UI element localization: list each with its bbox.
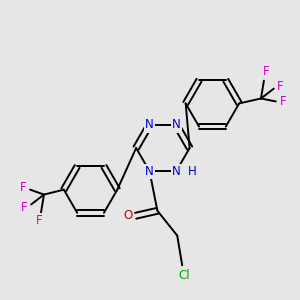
Text: F: F xyxy=(277,80,283,93)
Text: H: H xyxy=(188,165,197,178)
Text: N: N xyxy=(172,165,181,178)
Text: N: N xyxy=(172,118,181,131)
Text: F: F xyxy=(36,214,42,227)
Text: N: N xyxy=(145,165,154,178)
Text: O: O xyxy=(123,209,132,222)
Text: F: F xyxy=(20,181,26,194)
Text: Cl: Cl xyxy=(178,269,190,282)
Text: F: F xyxy=(262,65,269,78)
Text: N: N xyxy=(145,118,154,131)
Text: F: F xyxy=(21,201,28,214)
Text: F: F xyxy=(279,95,286,108)
